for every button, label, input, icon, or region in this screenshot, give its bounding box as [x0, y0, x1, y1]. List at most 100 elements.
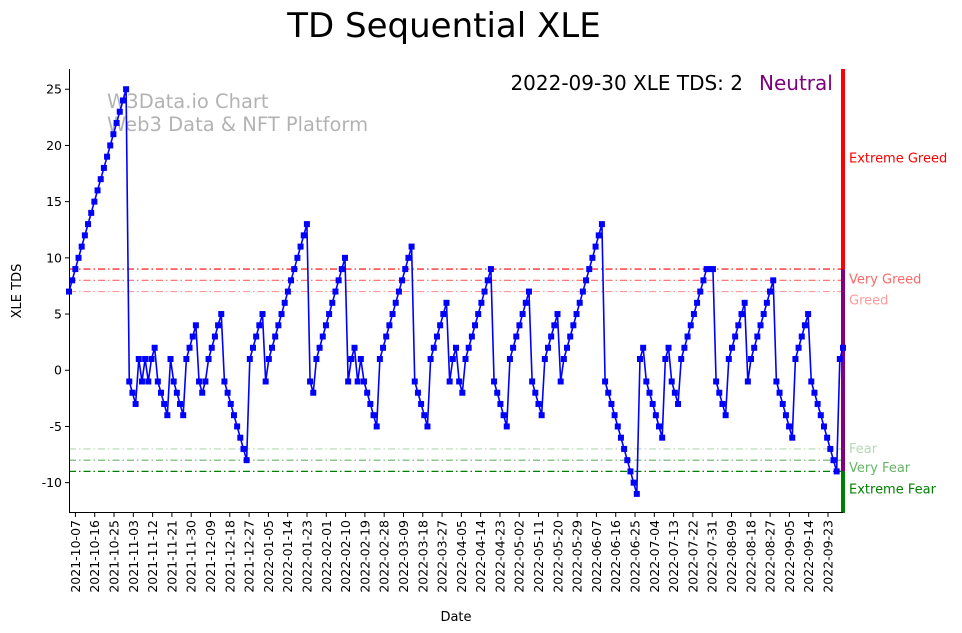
data-point — [830, 457, 837, 464]
data-point — [380, 344, 387, 351]
data-point — [316, 344, 323, 351]
x-tick-label-28: 2022-06-16 — [608, 520, 623, 593]
data-point — [104, 153, 111, 160]
data-point — [205, 356, 212, 363]
sentiment-bar-segment-3 — [841, 448, 845, 472]
data-point — [85, 221, 92, 228]
data-point — [383, 333, 390, 340]
data-point — [808, 378, 815, 385]
x-tick-label-16: 2022-02-28 — [377, 520, 392, 593]
data-point — [748, 356, 755, 363]
data-point — [617, 434, 624, 441]
x-tick-label-34: 2022-08-09 — [724, 520, 739, 593]
data-point — [345, 378, 352, 385]
x-tick-label-25: 2022-05-20 — [550, 520, 565, 593]
data-point — [208, 344, 215, 351]
data-point — [741, 299, 748, 306]
data-point — [173, 389, 180, 396]
data-point — [132, 400, 139, 407]
data-point — [690, 311, 697, 318]
series-layer — [66, 86, 846, 497]
data-point — [795, 344, 802, 351]
x-tick-label-13: 2022-02-01 — [319, 520, 334, 593]
data-point — [259, 311, 266, 318]
data-point — [805, 311, 812, 318]
data-point — [123, 86, 130, 93]
data-point — [722, 412, 729, 419]
data-point — [437, 322, 444, 329]
x-tick-label-21: 2022-04-14 — [473, 520, 488, 593]
data-point — [567, 333, 574, 340]
data-point — [665, 344, 672, 351]
data-point — [386, 322, 393, 329]
data-point — [716, 389, 723, 396]
data-point — [643, 378, 650, 385]
data-point — [630, 479, 637, 486]
data-point — [373, 423, 380, 430]
data-point — [142, 356, 149, 363]
data-point — [728, 344, 735, 351]
data-point — [211, 333, 218, 340]
data-point — [189, 333, 196, 340]
data-point — [475, 311, 482, 318]
data-point — [275, 322, 282, 329]
data-point — [421, 412, 428, 419]
data-point — [529, 378, 536, 385]
data-point — [107, 142, 114, 149]
data-point — [97, 176, 104, 183]
data-point — [341, 254, 348, 261]
sentiment-bar-segment-1 — [841, 269, 845, 292]
data-point — [303, 221, 310, 228]
data-point — [313, 356, 320, 363]
data-point — [135, 356, 142, 363]
data-point — [446, 378, 453, 385]
level-label-5: Extreme Fear — [849, 482, 937, 497]
data-point — [687, 322, 694, 329]
data-point — [659, 434, 666, 441]
data-point — [481, 288, 488, 295]
x-tick-label-26: 2022-05-29 — [570, 520, 585, 593]
x-tick-label-31: 2022-07-13 — [666, 520, 681, 593]
data-point — [411, 378, 418, 385]
x-tick-label-33: 2022-07-31 — [705, 520, 720, 593]
data-point — [361, 378, 368, 385]
data-point — [646, 389, 653, 396]
data-point — [811, 389, 818, 396]
data-point — [310, 389, 317, 396]
data-point — [820, 423, 827, 430]
x-tick-label-22: 2022-04-23 — [492, 520, 507, 593]
data-point — [348, 356, 355, 363]
x-tick-label-35: 2022-08-18 — [743, 520, 758, 593]
data-point — [554, 311, 561, 318]
data-point — [595, 232, 602, 239]
y-ticks: -10 -5 0 5 10 15 20 25 — [42, 82, 69, 490]
data-point — [399, 277, 406, 284]
data-point — [234, 423, 241, 430]
sentiment-bar — [841, 69, 845, 513]
data-point — [389, 311, 396, 318]
watermark: W3Data.io Chart Web3 Data & NFT Platform — [107, 90, 368, 136]
x-tick-label-7: 2021-12-09 — [203, 520, 218, 593]
x-tick-label-5: 2021-11-21 — [164, 520, 179, 593]
data-point — [522, 299, 529, 306]
data-point — [627, 468, 634, 475]
x-tick-label-19: 2022-03-27 — [435, 520, 450, 593]
y-tick-label-7: 25 — [46, 82, 62, 97]
data-point — [110, 131, 117, 138]
data-point — [272, 333, 279, 340]
chart-title: TD Sequential XLE — [286, 6, 600, 46]
data-point — [405, 254, 412, 261]
data-point — [262, 378, 269, 385]
data-point — [519, 311, 526, 318]
x-tick-label-32: 2022-07-22 — [685, 520, 700, 593]
data-point — [376, 356, 383, 363]
data-point — [443, 299, 450, 306]
x-tick-label-27: 2022-06-07 — [589, 520, 604, 593]
x-tick-label-12: 2022-01-23 — [299, 520, 314, 593]
data-point — [351, 344, 358, 351]
data-point — [157, 389, 164, 396]
data-point — [513, 333, 520, 340]
data-point — [836, 356, 843, 363]
data-point — [611, 412, 618, 419]
y-tick-label-2: 0 — [54, 363, 62, 378]
